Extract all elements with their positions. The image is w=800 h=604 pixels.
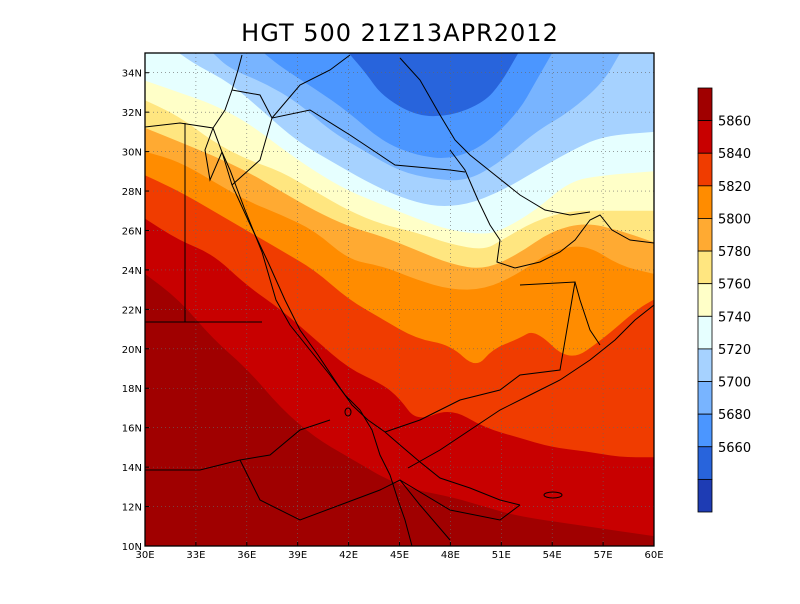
colorbar-cell <box>697 250 713 285</box>
colorbar-cell <box>697 348 713 382</box>
coastlines <box>145 54 654 546</box>
y-tick-label: 28N <box>122 187 142 198</box>
coastline-persian-gulf <box>449 149 654 269</box>
colorbar-label: 5860 <box>718 115 751 130</box>
x-tick-label: 51E <box>492 550 511 561</box>
colorbar-label: 5720 <box>718 343 751 358</box>
y-tick-label: 30N <box>122 148 142 159</box>
colorbar-label: 5680 <box>718 408 751 423</box>
colorbar-cell <box>697 152 713 187</box>
island-socotra <box>543 491 563 499</box>
island-dahlak <box>344 407 352 417</box>
border-saudi-south <box>384 281 576 433</box>
coastline-iran <box>399 57 591 216</box>
colorbar-cell <box>697 478 713 513</box>
coastline-arabia-red-sea <box>221 151 521 506</box>
colorbar-cells <box>697 87 713 513</box>
x-tick-label: 45E <box>390 550 409 561</box>
x-tick-label: 60E <box>644 550 663 561</box>
grid-lines <box>145 53 654 546</box>
colorbar-cell <box>697 315 713 350</box>
x-tick-label: 42E <box>339 550 358 561</box>
height-bands <box>145 53 654 546</box>
colorbar-label: 5820 <box>718 180 751 195</box>
x-tick-label: 30E <box>135 550 154 561</box>
border-saudi-north <box>231 109 466 186</box>
y-tick-label: 18N <box>122 384 142 395</box>
border-ethiopia <box>239 459 451 541</box>
border-somalia <box>399 479 521 521</box>
colorbar-label: 5760 <box>718 278 751 293</box>
y-tick-label: 10N <box>122 542 142 553</box>
colorbar-label: 5660 <box>718 441 751 456</box>
x-tick-label: 48E <box>441 550 460 561</box>
colorbar-cell <box>697 120 713 154</box>
coastline-south-arabia <box>407 304 654 469</box>
y-tick-label: 12N <box>122 503 142 514</box>
x-tick-label: 39E <box>288 550 307 561</box>
colorbar-cell <box>697 446 713 480</box>
colorbar-cell <box>697 413 713 448</box>
colorbar-label: 5700 <box>718 376 751 391</box>
country-borders <box>145 54 601 541</box>
y-tick-label: 20N <box>122 345 142 356</box>
colorbar-label: 5780 <box>718 245 751 260</box>
y-tick-label: 26N <box>122 226 142 237</box>
x-tick-label: 57E <box>594 550 613 561</box>
border-sudan <box>145 419 331 471</box>
y-tick-label: 14N <box>122 463 142 474</box>
y-tick-label: 22N <box>122 305 142 316</box>
colorbar-cell <box>697 218 713 252</box>
x-axis-ticks: 30E 33E 36E 39E 42E 45E 48E 51E 54E 57E 60E <box>135 542 664 561</box>
coastline-sinai <box>204 127 223 182</box>
y-tick-label: 24N <box>122 266 142 277</box>
x-tick-label: 33E <box>186 550 205 561</box>
plot-title: HGT 500 21Z13APR2012 <box>241 19 559 47</box>
colorbar-cell <box>697 185 713 219</box>
colorbar-cell <box>697 283 713 317</box>
border-oman <box>574 281 601 346</box>
map-area <box>145 53 654 546</box>
colorbar: 5860 5840 5820 5800 5780 5760 5740 5720 5700 5680… <box>697 87 751 513</box>
colorbar-cell <box>697 87 713 122</box>
border-jordan <box>231 89 273 119</box>
border-iraq <box>271 54 351 119</box>
colorbar-labels: 5860 5840 5820 5800 5780 5760 5740 5720 5700 5680… <box>718 115 751 456</box>
colorbar-label: 5800 <box>718 212 751 227</box>
y-axis-ticks: 10N 12N 14N 16N 18N 20N 22N 24N 26N 28N 30N 32N 34N <box>122 69 149 553</box>
y-tick-label: 34N <box>122 69 142 80</box>
height-band <box>348 53 519 117</box>
colorbar-cell <box>697 381 713 415</box>
colorbar-label: 5740 <box>718 310 751 325</box>
x-tick-label: 54E <box>543 550 562 561</box>
colorbar-label: 5840 <box>718 147 751 162</box>
x-tick-label: 36E <box>237 550 256 561</box>
y-tick-label: 32N <box>122 108 142 119</box>
y-tick-label: 16N <box>122 424 142 435</box>
